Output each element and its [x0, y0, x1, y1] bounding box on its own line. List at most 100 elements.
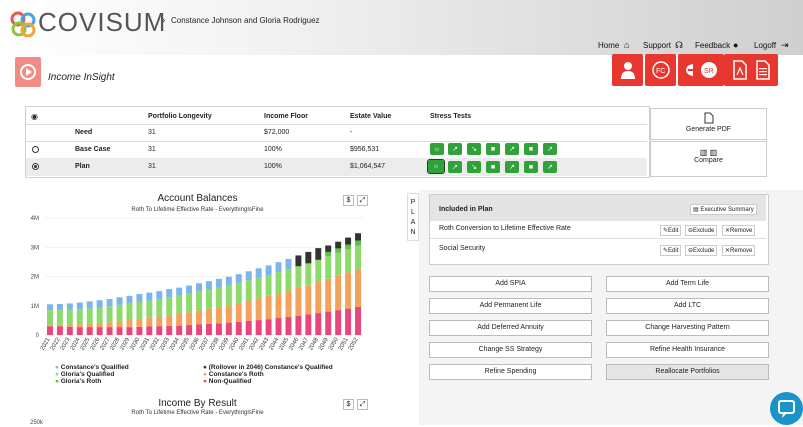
stress-test-button[interactable]: ↗: [543, 161, 557, 173]
stress-test-button[interactable]: ☼: [430, 143, 444, 155]
remove-button[interactable]: ✕Remove: [722, 225, 755, 236]
bar-segment[interactable]: [57, 310, 63, 325]
bar-segment[interactable]: [216, 323, 222, 335]
bar-segment[interactable]: [126, 296, 132, 304]
bar-segment[interactable]: [355, 233, 361, 240]
bar-segment[interactable]: [295, 266, 301, 288]
bar-segment[interactable]: [176, 296, 182, 314]
bar-segment[interactable]: [97, 300, 103, 307]
bar-segment[interactable]: [67, 324, 73, 326]
bar-segment[interactable]: [276, 262, 282, 272]
headset-icon[interactable]: ☊: [675, 40, 683, 51]
bar-segment[interactable]: [97, 308, 103, 324]
bar-segment[interactable]: [266, 275, 272, 296]
bar-segment[interactable]: [117, 327, 123, 335]
bar-segment[interactable]: [325, 252, 331, 256]
bar-segment[interactable]: [295, 316, 301, 335]
bar-segment[interactable]: [335, 248, 341, 252]
exclude-button[interactable]: ⊖Exclude: [685, 245, 717, 256]
bar-segment[interactable]: [246, 280, 252, 300]
sr-button[interactable]: SR: [693, 54, 724, 86]
bar-segment[interactable]: [236, 303, 242, 322]
stress-test-button[interactable]: ↗: [448, 161, 462, 173]
bar-segment[interactable]: [47, 310, 53, 325]
bar-segment[interactable]: [206, 290, 212, 309]
bar-segment[interactable]: [57, 304, 63, 310]
bar-segment[interactable]: [246, 271, 252, 280]
bar-segment[interactable]: [335, 310, 341, 335]
add-term-life-button[interactable]: Add Term Life: [606, 276, 769, 292]
bar-segment[interactable]: [285, 317, 291, 335]
bar-segment[interactable]: [226, 323, 232, 335]
bar-segment[interactable]: [67, 303, 73, 309]
legend-item[interactable]: (Rollover in 2046) Constance's Qualified: [209, 364, 333, 371]
nav-logoff[interactable]: Logoff: [754, 41, 776, 50]
fc-button[interactable]: FC: [645, 54, 676, 86]
bar-segment[interactable]: [226, 305, 232, 323]
bar-segment[interactable]: [67, 327, 73, 335]
stress-test-button-selected[interactable]: ☼: [428, 160, 444, 173]
bar-segment[interactable]: [276, 293, 282, 318]
bar-segment[interactable]: [117, 297, 123, 305]
refine-spending-button[interactable]: Refine Spending: [429, 364, 592, 380]
bar-segment[interactable]: [256, 298, 262, 320]
bar-segment[interactable]: [266, 319, 272, 335]
stress-test-button[interactable]: ■: [524, 161, 538, 173]
bar-segment[interactable]: [216, 307, 222, 323]
bar-segment[interactable]: [216, 279, 222, 288]
bar-segment[interactable]: [246, 300, 252, 320]
bar-segment[interactable]: [77, 303, 83, 310]
bar-segment[interactable]: [285, 259, 291, 269]
bar-segment[interactable]: [236, 283, 242, 303]
bar-segment[interactable]: [107, 327, 113, 335]
nav-home[interactable]: Home: [598, 41, 619, 50]
bar-segment[interactable]: [77, 324, 83, 327]
bar-segment[interactable]: [246, 321, 252, 335]
bar-segment[interactable]: [136, 319, 142, 327]
comment-icon[interactable]: ●: [733, 40, 738, 50]
legend-item[interactable]: Constance's Roth: [209, 371, 264, 378]
bar-segment[interactable]: [156, 317, 162, 327]
bar-segment[interactable]: [186, 325, 192, 335]
legend-item[interactable]: Gloria's Qualified: [61, 371, 115, 378]
bar-segment[interactable]: [146, 318, 152, 327]
stress-test-button[interactable]: ↘: [467, 143, 481, 155]
logout-icon[interactable]: ⇥: [781, 40, 789, 51]
bar-segment[interactable]: [335, 276, 341, 311]
bar-segment[interactable]: [305, 252, 311, 263]
bar-segment[interactable]: [285, 269, 291, 290]
bar-segment[interactable]: [335, 253, 341, 276]
bar-segment[interactable]: [176, 288, 182, 296]
exclude-button[interactable]: ⊖Exclude: [685, 225, 717, 236]
bar-segment[interactable]: [206, 281, 212, 289]
add-ltc-button[interactable]: Add LTC: [606, 298, 769, 314]
base-case-radio[interactable]: [32, 146, 39, 153]
reallocate-portfolios-button[interactable]: Reallocate Portfolios: [606, 364, 769, 380]
stress-test-button[interactable]: ↗: [448, 143, 462, 155]
bar-segment[interactable]: [107, 322, 113, 327]
bar-segment[interactable]: [315, 248, 321, 260]
stress-test-button[interactable]: ↘: [467, 161, 481, 173]
bar-segment[interactable]: [266, 265, 272, 275]
bar-segment[interactable]: [107, 299, 113, 306]
add-permanent-life-button[interactable]: Add Permanent Life: [429, 298, 592, 314]
bar-segment[interactable]: [186, 312, 192, 325]
currency-toggle-button[interactable]: $: [343, 399, 354, 410]
bar-segment[interactable]: [87, 301, 93, 308]
bar-segment[interactable]: [206, 309, 212, 324]
bar-segment[interactable]: [126, 303, 132, 320]
bar-segment[interactable]: [276, 272, 282, 293]
bar-segment[interactable]: [325, 279, 331, 312]
bar-segment[interactable]: [256, 278, 262, 298]
bar-segment[interactable]: [57, 325, 63, 327]
expand-icon[interactable]: ⤢: [357, 399, 368, 410]
plan-radio[interactable]: [32, 163, 39, 170]
bar-segment[interactable]: [117, 305, 123, 321]
client-profile-button[interactable]: [612, 54, 643, 86]
bar-segment[interactable]: [216, 288, 222, 307]
bar-segment[interactable]: [107, 306, 113, 322]
bar-segment[interactable]: [196, 310, 202, 324]
bar-segment[interactable]: [57, 327, 63, 335]
bar-segment[interactable]: [136, 294, 142, 302]
change-ss-strategy-button[interactable]: Change SS Strategy: [429, 342, 592, 358]
